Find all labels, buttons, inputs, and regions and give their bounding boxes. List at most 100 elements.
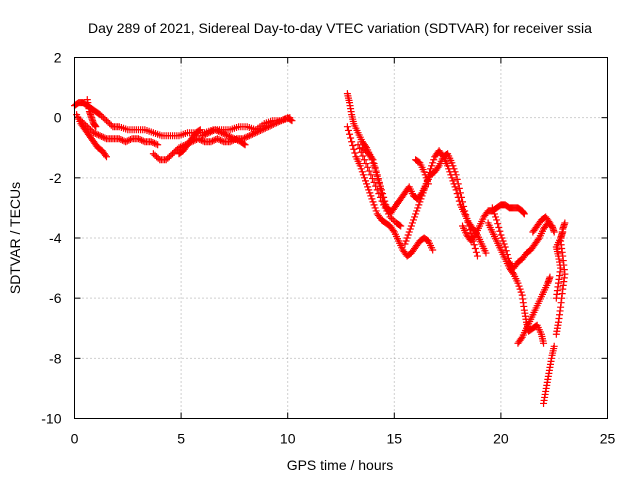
- data-point: [117, 135, 125, 143]
- data-point: [378, 197, 386, 205]
- data-point: [214, 127, 222, 135]
- data-point: [150, 139, 158, 147]
- data-point: [82, 121, 90, 129]
- data-point: [470, 232, 478, 240]
- data-point: [151, 151, 159, 159]
- data-point: [419, 189, 427, 197]
- data-point: [381, 204, 389, 212]
- data-point: [213, 126, 221, 134]
- data-point: [261, 124, 269, 132]
- y-tick-label: -10: [41, 411, 61, 427]
- data-point: [232, 135, 240, 143]
- data-point: [502, 247, 510, 255]
- data-point: [219, 129, 227, 137]
- data-point: [362, 147, 370, 155]
- data-point: [491, 210, 499, 218]
- data-point: [427, 165, 435, 173]
- data-point: [413, 207, 421, 215]
- data-point: [369, 198, 377, 206]
- data-point: [357, 165, 365, 173]
- data-point: [96, 111, 104, 119]
- tick-layer: 0 5 10 15 20 25 -10 -8 -6 -4 -2 0 2: [41, 50, 615, 447]
- data-point: [373, 186, 381, 194]
- data-point: [466, 226, 474, 234]
- data-point: [375, 190, 383, 198]
- data-point: [101, 151, 109, 159]
- data-point: [253, 128, 261, 136]
- data-point: [546, 219, 554, 227]
- data-point: [449, 162, 457, 170]
- data-point: [494, 220, 502, 228]
- data-point: [354, 141, 362, 149]
- data-point: [93, 130, 101, 138]
- data-point: [351, 149, 359, 157]
- data-point: [258, 126, 266, 134]
- data-point: [434, 163, 442, 171]
- data-point: [550, 342, 558, 350]
- data-point: [170, 148, 178, 156]
- data-point: [154, 154, 162, 162]
- data-point: [101, 115, 109, 123]
- data-point: [101, 134, 109, 142]
- data-point: [370, 201, 378, 209]
- data-point: [411, 213, 419, 221]
- data-point: [356, 162, 364, 170]
- data-point: [407, 222, 415, 230]
- y-tick-label: 0: [54, 110, 62, 126]
- data-point: [540, 339, 548, 347]
- data-point: [520, 210, 528, 218]
- data-point: [209, 137, 217, 145]
- data-point: [448, 174, 456, 182]
- data-point: [403, 234, 411, 242]
- data-point: [367, 192, 375, 200]
- data-point: [482, 249, 490, 257]
- data-point: [389, 216, 397, 224]
- data-point: [463, 214, 471, 222]
- data-point: [196, 135, 204, 143]
- data-point: [517, 288, 525, 296]
- data-point: [429, 246, 437, 254]
- data-point: [268, 121, 276, 129]
- data-point: [371, 204, 379, 212]
- data-point: [154, 141, 162, 149]
- data-point: [368, 154, 376, 162]
- data-point: [122, 138, 130, 146]
- data-point: [367, 171, 375, 179]
- data-point: [99, 114, 107, 122]
- x-tick-label: 20: [493, 431, 509, 447]
- data-point: [397, 222, 405, 230]
- data-point: [206, 128, 214, 136]
- data-point: [455, 184, 463, 192]
- chart-title: Day 289 of 2021, Sidereal Day-to-day VTE…: [88, 20, 592, 36]
- data-point: [364, 163, 372, 171]
- y-tick-label: -2: [49, 170, 62, 186]
- data-point: [99, 133, 107, 141]
- data-point: [98, 112, 106, 120]
- data-point: [418, 192, 426, 200]
- data-point: [364, 183, 372, 191]
- data-point: [247, 131, 255, 139]
- data-point: [242, 133, 250, 141]
- data-point: [374, 175, 382, 183]
- data-point: [423, 177, 431, 185]
- data-point: [252, 129, 260, 137]
- data-point: [138, 136, 146, 144]
- data-point: [366, 189, 374, 197]
- data-point: [250, 129, 258, 137]
- data-point: [389, 226, 397, 234]
- data-point: [249, 130, 257, 138]
- data-point: [211, 126, 219, 134]
- data-point: [134, 135, 142, 143]
- data-point: [196, 126, 204, 134]
- data-point: [429, 159, 437, 167]
- data-point: [457, 193, 465, 201]
- data-point: [420, 168, 428, 176]
- data-point: [344, 126, 352, 134]
- data-point: [472, 248, 480, 256]
- data-point: [461, 207, 469, 215]
- data-point: [451, 183, 459, 191]
- data-point: [561, 219, 569, 227]
- data-point: [559, 228, 567, 236]
- data-point: [496, 227, 504, 235]
